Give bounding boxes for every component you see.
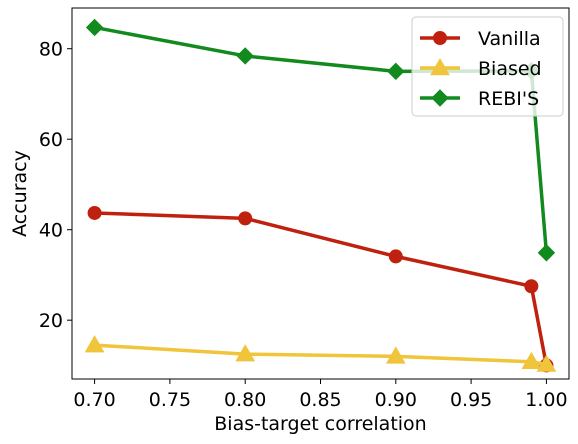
data-point [388, 249, 403, 264]
x-axis-label: Bias-target correlation [214, 413, 426, 435]
data-point [385, 346, 406, 364]
legend-label: Biased [478, 58, 542, 80]
data-point [236, 47, 254, 65]
x-tick-label: 0.80 [224, 389, 266, 411]
x-tick-label: 0.70 [73, 389, 115, 411]
data-point [235, 344, 256, 362]
data-point [87, 205, 102, 220]
y-tick-label: 40 [39, 220, 63, 242]
data-point [536, 354, 557, 372]
y-axis-label: Accuracy [9, 150, 31, 237]
y-tick-label: 20 [39, 310, 63, 332]
data-point [85, 18, 104, 37]
x-axis: 0.70 0.75 0.80 0.85 0.90 0.95 1.00 [73, 379, 568, 411]
legend-marker [433, 31, 447, 45]
legend-marker [430, 57, 450, 76]
x-tick-label: 0.75 [149, 389, 191, 411]
data-point [524, 279, 539, 294]
y-axis: 20 40 60 80 [39, 39, 72, 332]
y-tick-label: 60 [39, 129, 63, 151]
x-tick-label: 0.85 [299, 389, 341, 411]
data-point [521, 351, 542, 370]
legend-item: REBI'S [420, 88, 539, 110]
legend-box [411, 16, 564, 117]
legend-label: REBI'S [478, 88, 539, 110]
x-tick-label: 0.95 [450, 389, 492, 411]
x-tick-label: 0.90 [375, 389, 417, 411]
data-point [238, 211, 253, 226]
legend-label: Vanilla [478, 28, 541, 50]
legend-marker [431, 89, 449, 107]
legend-item: Biased [420, 57, 542, 80]
data-point [537, 244, 556, 262]
y-tick-label: 80 [39, 39, 63, 61]
data-point [84, 335, 105, 353]
x-tick-label: 1.00 [525, 389, 567, 411]
legend: Vanilla Biased REBI'S [411, 16, 564, 117]
legend-item: Vanilla [420, 28, 541, 50]
data-point [387, 62, 405, 81]
series-1 [84, 335, 557, 372]
